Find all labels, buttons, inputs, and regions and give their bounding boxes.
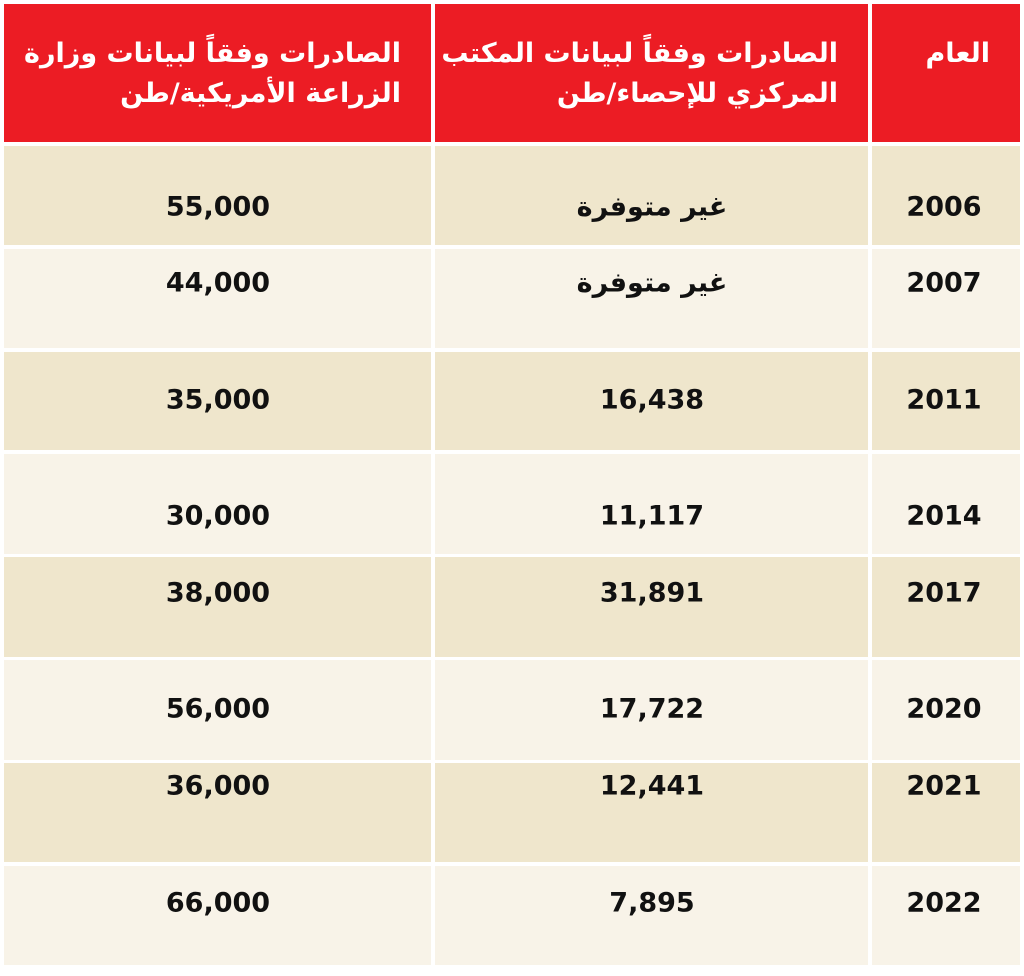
table-cell (872, 866, 1020, 965)
header-text: العام (925, 38, 990, 69)
cell-text: 2020 (906, 693, 982, 725)
cell-text: 38,000 (165, 577, 271, 609)
table-cell (4, 660, 431, 760)
table-cell (872, 146, 1020, 245)
table-cell (435, 146, 868, 245)
table-cell (435, 763, 868, 862)
table-cell (4, 763, 431, 862)
cell-text: 2011 (906, 384, 982, 416)
cell-text: 30,000 (165, 500, 271, 532)
cell-text: 16,438 (599, 384, 705, 416)
table-cell (4, 249, 431, 348)
cell-text: 17,722 (599, 693, 705, 725)
cell-text: 35,000 (165, 384, 271, 416)
cell-text: 12,441 (599, 770, 705, 802)
header-text: الصادرات وفقاً لبيانات وزارة (24, 38, 401, 69)
cell-text: 2007 (906, 267, 982, 299)
table-cell (4, 557, 431, 657)
table-cell (435, 660, 868, 760)
cell-text: 7,895 (609, 887, 695, 919)
table-cell (435, 866, 868, 965)
cell-text: 66,000 (165, 887, 271, 919)
table-cell (435, 557, 868, 657)
header-text: الصادرات وفقاً لبيانات المكتب (441, 38, 838, 69)
table-cell (872, 454, 1020, 554)
cell-text: 2014 (906, 500, 982, 532)
cell-text: 2006 (906, 191, 982, 223)
table-cell (4, 454, 431, 554)
cell-text: 55,000 (165, 191, 271, 223)
cell-text: 31,891 (599, 577, 705, 609)
table-cell (872, 763, 1020, 862)
table-cell (872, 352, 1020, 450)
table-cell (4, 146, 431, 245)
cell-text: 56,000 (165, 693, 271, 725)
table-cell (872, 249, 1020, 348)
cell-text: 2021 (906, 770, 982, 802)
table-cell (4, 866, 431, 965)
table-cell (872, 660, 1020, 760)
header-text: المركزي للإحصاء/طن (556, 78, 838, 109)
header-cell: العام (872, 4, 1020, 142)
header-cell: الصادرات وفقاً لبيانات المكتب المركزي للإ… (435, 4, 868, 142)
cell-text: 2022 (906, 887, 982, 919)
cell-text: غير متوفرة (576, 267, 728, 299)
header-text: الزراعة الأمريكية/طن (120, 78, 401, 109)
header-cell: الصادرات وفقاً لبيانات وزارة الزراعة الأم… (4, 4, 431, 142)
cell-text: غير متوفرة (576, 191, 728, 223)
cell-text: 2017 (906, 577, 982, 609)
cell-text: 44,000 (165, 267, 271, 299)
table-cell (4, 352, 431, 450)
table-cell (872, 557, 1020, 657)
table-cell (435, 454, 868, 554)
table-cell (435, 352, 868, 450)
cell-text: 36,000 (165, 770, 271, 802)
cell-text: 11,117 (599, 500, 705, 532)
table-cell (435, 249, 868, 348)
